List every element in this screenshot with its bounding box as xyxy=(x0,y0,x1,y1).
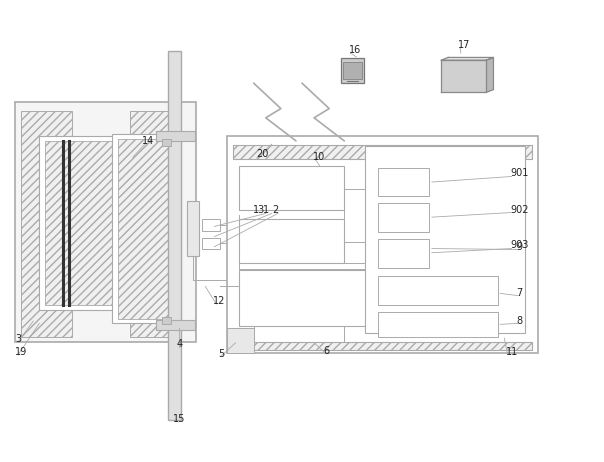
Bar xyxy=(343,62,362,79)
Bar xyxy=(444,68,482,73)
Bar xyxy=(239,166,344,210)
Polygon shape xyxy=(441,57,493,60)
Text: 902: 902 xyxy=(510,205,529,215)
Text: 5: 5 xyxy=(219,349,225,359)
Text: 2: 2 xyxy=(272,205,278,215)
Text: 13: 13 xyxy=(252,205,265,215)
Bar xyxy=(162,317,171,324)
Text: 8: 8 xyxy=(516,316,522,326)
Bar xyxy=(130,111,181,337)
Bar xyxy=(112,134,181,323)
Bar xyxy=(202,238,220,249)
Text: 17: 17 xyxy=(458,40,470,50)
Bar xyxy=(239,270,384,326)
Bar xyxy=(118,139,175,319)
Bar xyxy=(45,141,151,305)
Bar xyxy=(187,201,199,256)
Bar xyxy=(341,58,364,83)
Bar xyxy=(233,145,532,159)
Bar xyxy=(378,203,429,232)
Polygon shape xyxy=(486,57,493,92)
Text: 901: 901 xyxy=(510,168,528,178)
Bar xyxy=(378,239,429,268)
Text: 1: 1 xyxy=(263,205,269,215)
Text: 7: 7 xyxy=(516,288,522,298)
Text: 19: 19 xyxy=(15,346,27,357)
Text: 15: 15 xyxy=(173,414,185,424)
Bar xyxy=(162,139,171,146)
Bar xyxy=(39,136,157,310)
Text: 903: 903 xyxy=(510,240,528,250)
Text: 9: 9 xyxy=(516,242,522,252)
Text: 4: 4 xyxy=(176,339,182,349)
Bar xyxy=(378,168,429,196)
Bar xyxy=(226,328,254,353)
Text: 16: 16 xyxy=(349,44,361,55)
Bar xyxy=(444,61,482,66)
Bar xyxy=(156,320,195,330)
Bar xyxy=(365,146,525,333)
Bar xyxy=(239,219,344,263)
Bar xyxy=(21,111,72,337)
Bar xyxy=(168,51,181,420)
Polygon shape xyxy=(441,60,486,92)
Text: 11: 11 xyxy=(506,346,518,357)
Text: 10: 10 xyxy=(313,152,325,162)
Text: 12: 12 xyxy=(213,296,225,306)
Bar xyxy=(226,136,538,353)
Text: 3: 3 xyxy=(15,334,21,344)
Text: 14: 14 xyxy=(142,135,154,146)
Bar xyxy=(444,83,482,88)
Bar xyxy=(202,219,220,231)
Bar xyxy=(15,102,196,342)
Bar xyxy=(444,76,482,80)
Bar xyxy=(156,131,195,141)
Text: 20: 20 xyxy=(257,149,269,159)
Bar xyxy=(378,312,498,337)
Bar xyxy=(378,276,498,305)
Bar xyxy=(233,342,532,350)
Text: 6: 6 xyxy=(323,346,329,356)
